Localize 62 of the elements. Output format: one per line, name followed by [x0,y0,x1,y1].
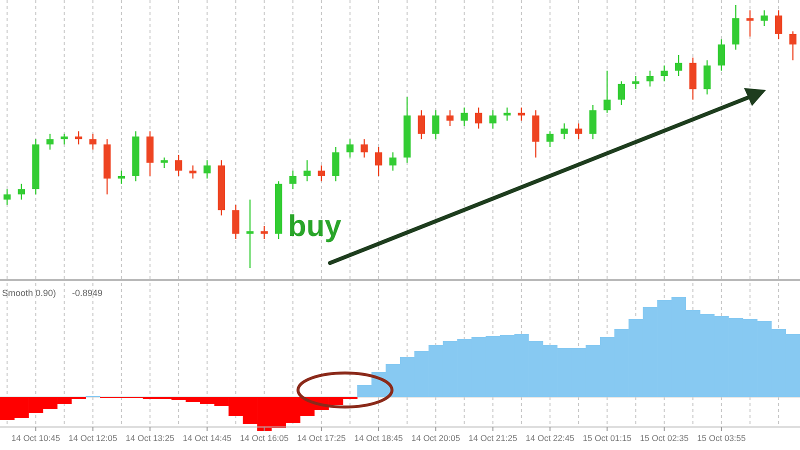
candlestick [118,170,125,184]
candlestick [518,106,525,122]
candlestick [60,133,68,145]
annotation: -0.8949 [72,288,103,298]
candlestick [289,170,296,190]
candlestick [475,106,482,130]
candlestick [460,106,468,127]
candlestick [75,130,82,145]
candlestick [646,70,654,88]
candlestick [375,146,382,177]
x-tick-label: 14 Oct 10:45 [11,433,60,443]
candlestick [204,160,211,180]
candlestick [175,154,182,177]
candlestick [775,10,782,40]
candlestick [246,199,254,269]
x-tick-label: 14 Oct 14:45 [182,433,232,443]
candlestick [546,130,554,148]
x-tick-label: 15 Oct 01:15 [582,433,632,443]
candlestick [160,156,168,169]
x-tick-label: 14 Oct 18:45 [354,433,404,443]
candlestick [575,122,582,140]
annotation: Smooth 0.90) [2,288,56,298]
x-tick-label: 15 Oct 03:55 [697,433,746,443]
candlestick [332,146,340,182]
candlestick [718,38,725,72]
candlestick [632,75,640,90]
candlestick [189,164,196,180]
candlestick [446,110,454,127]
candlestick [260,225,268,240]
x-tick-label: 14 Oct 22:45 [526,433,575,443]
candlestick [418,110,425,140]
candlestick [489,110,496,130]
candlestick [389,152,396,172]
x-tick-label: 14 Oct 12:05 [68,433,118,443]
candlestick [604,70,611,114]
annotation: buy [288,210,342,243]
candlestick [318,164,325,182]
candlestick [560,122,568,140]
candlestick [760,10,768,27]
x-tick-label: 14 Oct 20:05 [411,433,460,443]
candlestick [432,110,440,140]
candlestick [304,160,311,182]
candlestick [346,138,354,158]
candlestick [504,106,511,122]
x-tick-label: 14 Oct 21:25 [468,433,518,443]
candlestick [4,188,11,206]
candlestick [589,104,596,140]
candlestick [704,60,711,96]
candlestick [746,10,754,38]
x-tick-label: 14 Oct 17:25 [297,433,346,443]
x-tick-label: 15 Oct 02:35 [640,433,689,443]
candlestick [46,133,54,150]
candlestick [89,133,96,150]
candlestick [675,54,682,77]
x-tick-label: 14 Oct 16:05 [240,433,289,443]
candlestick [618,80,625,106]
candlestick [660,64,668,82]
candlestick [360,138,368,158]
candlestick [232,204,240,240]
candlestick [789,30,796,61]
candlestick [18,183,25,200]
x-tick-label: 14 Oct 13:25 [126,433,175,443]
